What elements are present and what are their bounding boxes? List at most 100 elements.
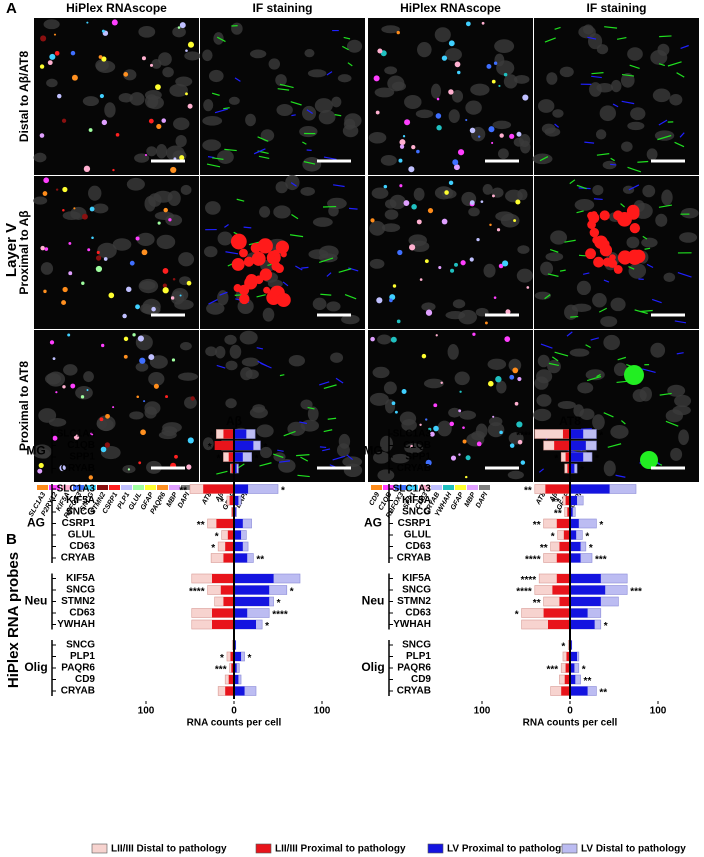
nucleus: [136, 232, 155, 246]
nucleus: [307, 69, 327, 78]
signal-dot: [171, 358, 176, 362]
signal-dot: [509, 133, 515, 139]
bar: [225, 542, 234, 551]
nucleus: [208, 69, 224, 83]
category-label: CRYAB: [61, 463, 95, 474]
signal-dot: [111, 19, 118, 26]
fiber: [344, 293, 357, 300]
fiber: [253, 148, 266, 155]
category-label: SLC1A3: [57, 429, 96, 440]
signal-dot: [394, 410, 398, 414]
fiber: [539, 156, 549, 162]
signal-dot: [396, 30, 400, 35]
nucleus: [75, 386, 93, 400]
fiber: [615, 474, 626, 478]
category-label: CRYAB: [397, 686, 431, 697]
nucleus: [276, 104, 293, 117]
signal-dot: [89, 206, 95, 212]
bar: [570, 652, 578, 661]
fiber: [338, 268, 352, 273]
nucleus: [650, 50, 668, 65]
nucleus: [173, 117, 190, 131]
signal-dot: [86, 21, 89, 24]
plaque: [271, 261, 281, 271]
signal-dot: [161, 118, 167, 123]
micrograph: [33, 18, 201, 175]
signal-dot: [498, 263, 504, 269]
nucleus: [302, 157, 322, 172]
significance: *: [515, 610, 519, 621]
layer-label: Layer V: [3, 223, 20, 277]
micrograph: [533, 330, 699, 482]
nucleus: [678, 429, 689, 446]
significance: *: [211, 543, 215, 554]
signal-dot: [399, 184, 403, 188]
nucleus: [417, 42, 432, 58]
category-label: PAQR6: [61, 663, 95, 674]
nucleus: [231, 22, 243, 35]
signal-dot: [462, 439, 467, 444]
fiber: [564, 239, 576, 243]
bar: [229, 496, 234, 505]
signal-dot: [514, 401, 519, 406]
significance: **: [599, 688, 607, 699]
nucleus: [118, 93, 133, 103]
bar: [556, 553, 570, 563]
bar: [203, 484, 234, 494]
signal-dot: [187, 103, 193, 109]
nucleus: [156, 143, 168, 159]
signal-dot: [156, 123, 162, 129]
signal-dot: [440, 381, 443, 385]
significance: *: [561, 642, 565, 653]
signal-dot: [472, 332, 476, 336]
nucleus: [172, 26, 186, 38]
signal-dot: [469, 200, 475, 205]
fiber: [620, 420, 626, 425]
nucleus: [344, 113, 362, 128]
signal-dot: [170, 296, 175, 300]
signal-dot: [398, 158, 403, 163]
nucleus: [540, 261, 554, 276]
fiber: [342, 45, 349, 51]
significance: *: [263, 442, 267, 453]
signal-dot: [185, 49, 188, 52]
signal-dot: [448, 180, 454, 186]
fiber: [559, 269, 566, 272]
fiber: [658, 204, 673, 208]
bar: [570, 574, 601, 583]
fiber: [307, 406, 315, 410]
signal-dot: [151, 306, 156, 312]
fiber: [211, 92, 220, 96]
fiber: [348, 267, 359, 272]
legend-label: LII/III Distal to pathology: [111, 844, 227, 855]
significance: *: [281, 486, 285, 497]
signal-dot: [401, 388, 407, 394]
signal-dot: [81, 213, 88, 220]
nucleus: [494, 39, 515, 54]
nucleus: [342, 124, 359, 138]
fiber: [212, 157, 224, 160]
category-label: CD9: [75, 674, 95, 685]
nucleus: [262, 307, 275, 322]
significance: *: [265, 621, 269, 632]
nucleus: [603, 334, 620, 351]
category-label: CRYAB: [397, 553, 431, 564]
nucleus: [273, 452, 286, 462]
nucleus: [595, 129, 607, 140]
bar: [570, 496, 578, 505]
signal-dot: [43, 289, 47, 294]
fiber: [219, 291, 228, 296]
fiber: [234, 77, 241, 82]
signal-dot: [476, 441, 482, 447]
signal-dot: [179, 294, 182, 297]
bar: [214, 441, 234, 450]
plaque: [593, 256, 604, 268]
nucleus: [318, 109, 336, 125]
nucleus: [508, 358, 522, 372]
signal-dot: [411, 204, 417, 210]
key-label: Aβ: [548, 491, 560, 504]
nucleus: [337, 74, 352, 83]
signal-dot: [492, 194, 495, 198]
nucleus: [154, 211, 174, 220]
fiber: [346, 454, 353, 461]
